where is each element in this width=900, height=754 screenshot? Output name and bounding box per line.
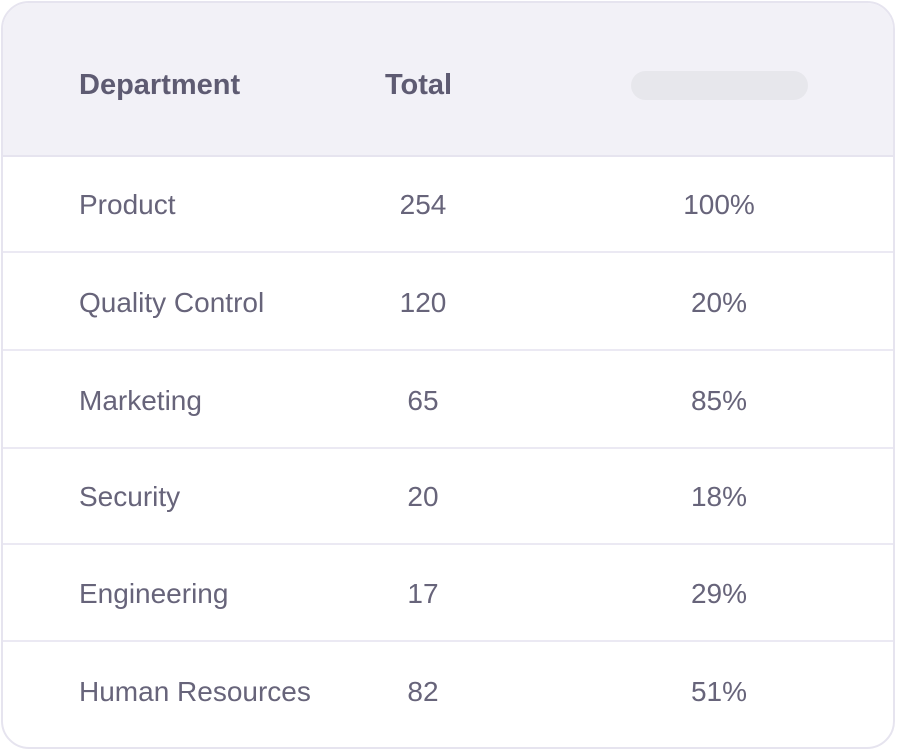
column-header-total[interactable]: Total [385,69,453,101]
total-cell: 20 [407,481,439,512]
department-cell: Product [79,189,176,220]
department-cell: Human Resources [79,676,311,707]
percent-cell: 85% [690,385,748,416]
percent-cell: 18% [690,481,748,512]
total-cell: 120 [399,287,447,318]
table-row[interactable]: Engineering 17 29% [3,546,893,642]
total-cell: 82 [407,676,439,707]
table-row[interactable]: Quality Control 120 20% [3,255,893,351]
department-cell: Quality Control [79,287,265,318]
total-cell: 65 [407,385,439,416]
table-header: Department Total [3,3,893,157]
department-cell: Engineering [79,578,229,609]
column-header-department[interactable]: Department [79,69,241,101]
total-cell: 17 [407,578,439,609]
percent-cell: 29% [690,578,748,609]
percent-cell: 51% [690,676,748,707]
column-header-placeholder [631,71,808,100]
department-cell: Marketing [79,385,202,416]
percent-cell: 20% [690,287,748,318]
table-row[interactable]: Product 254 100% [3,157,893,253]
percent-cell: 100% [683,189,755,220]
department-cell: Security [79,481,181,512]
table-row[interactable]: Human Resources 82 51% [3,644,893,740]
total-cell: 254 [399,189,447,220]
table-row[interactable]: Security 20 18% [3,449,893,545]
table-row[interactable]: Marketing 65 85% [3,353,893,449]
